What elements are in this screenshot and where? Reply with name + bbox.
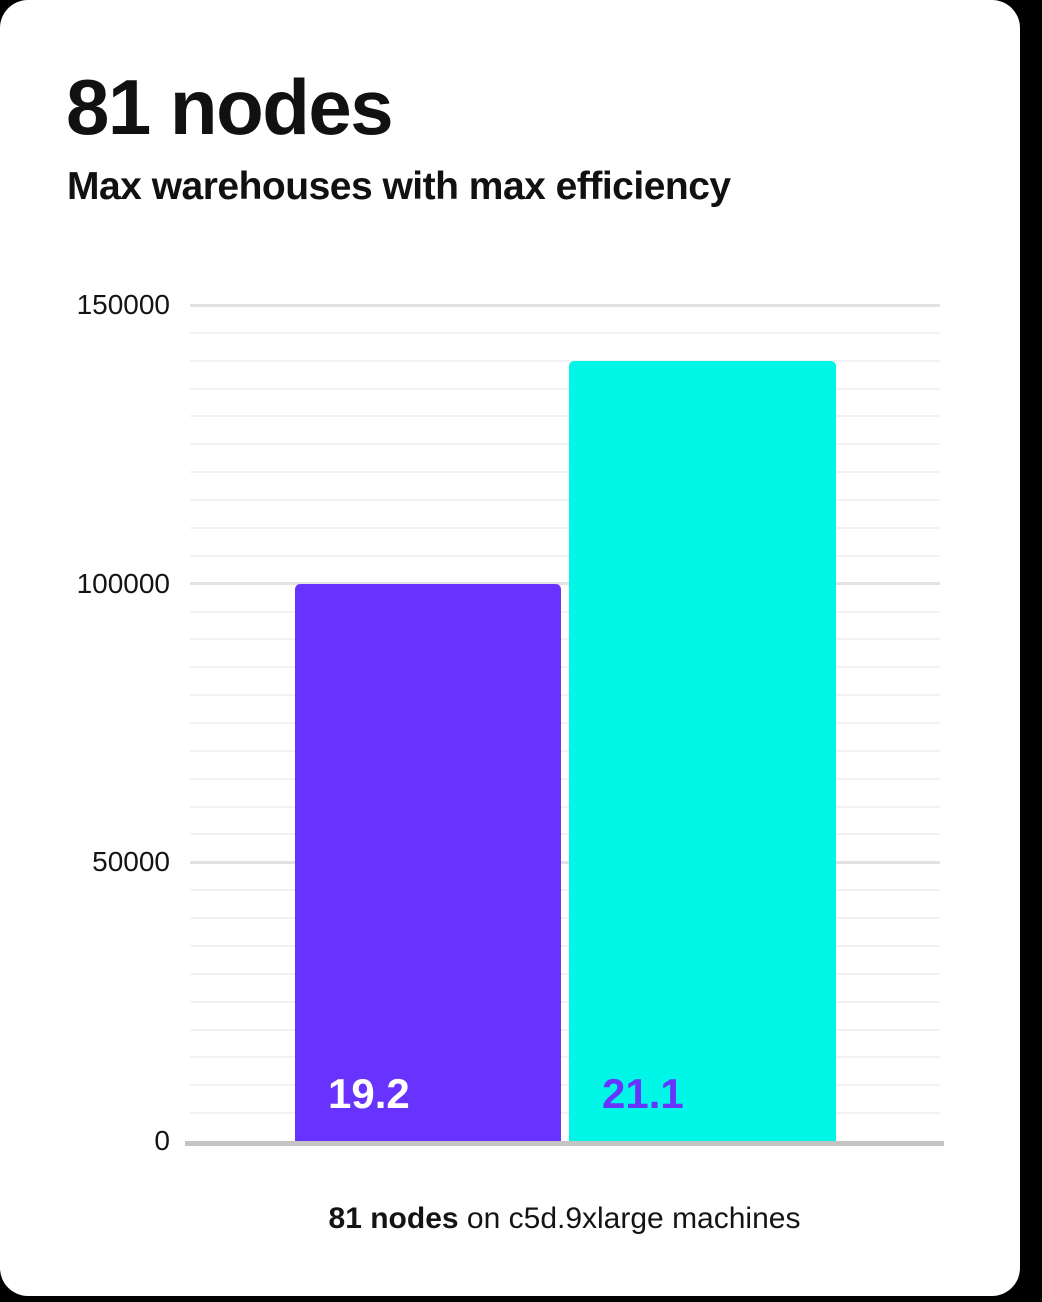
y-axis-tick-label: 150000	[76, 289, 170, 320]
minor-gridline	[190, 972, 940, 975]
minor-gridline	[190, 917, 940, 920]
caption-regular-text: on c5d.9xlarge machines	[458, 1202, 801, 1235]
minor-gridline	[190, 638, 940, 641]
bar-chart-plot-area: 0 50000 100000 150000 19.2 21.1	[76, 289, 944, 1156]
bar-value-label: 19.2	[328, 1069, 410, 1117]
minor-gridline	[190, 359, 940, 362]
y-axis-tick-label: 0	[154, 1125, 170, 1156]
minor-gridline	[190, 331, 940, 334]
minor-gridline	[190, 694, 940, 697]
chart-title: 81 nodes	[66, 63, 394, 151]
minor-gridline	[190, 1000, 940, 1003]
minor-gridline	[190, 387, 940, 390]
caption-bold-text: 81 nodes	[328, 1202, 459, 1235]
minor-gridline	[190, 805, 940, 808]
chart-caption: 81 nodes on c5d.9xlarge machines	[185, 1199, 944, 1239]
chart-card: 81 nodes Max warehouses with max efficie…	[0, 0, 1020, 1296]
minor-gridline	[190, 722, 940, 724]
minor-gridline	[190, 415, 940, 418]
minor-gridline	[190, 1084, 940, 1087]
y-axis-tick-label: 50000	[92, 846, 170, 878]
minor-gridline	[190, 1056, 940, 1059]
minor-gridline	[190, 471, 940, 474]
minor-gridline	[190, 889, 940, 892]
bar-value-label: 21.1	[602, 1069, 684, 1117]
minor-gridline	[190, 1112, 940, 1115]
minor-gridline	[190, 666, 940, 669]
minor-gridline	[190, 526, 940, 529]
minor-gridline	[190, 833, 940, 836]
major-gridline	[190, 303, 940, 307]
minor-gridline	[190, 610, 940, 613]
bar-19.2: 19.2	[295, 583, 561, 1141]
minor-gridline	[190, 777, 940, 780]
major-gridline	[190, 860, 940, 864]
major-gridline	[190, 582, 940, 586]
minor-gridline	[190, 554, 940, 557]
bar-21.1: 21.1	[569, 360, 836, 1141]
minor-gridline	[190, 1028, 940, 1031]
x-axis-line	[185, 1141, 944, 1146]
minor-gridline	[190, 749, 940, 752]
chart-subtitle: Max warehouses with max efficiency	[67, 165, 731, 208]
minor-gridline	[190, 499, 940, 502]
y-axis-tick-label: 100000	[76, 567, 170, 599]
minor-gridline	[190, 443, 940, 446]
minor-gridline	[190, 944, 940, 947]
